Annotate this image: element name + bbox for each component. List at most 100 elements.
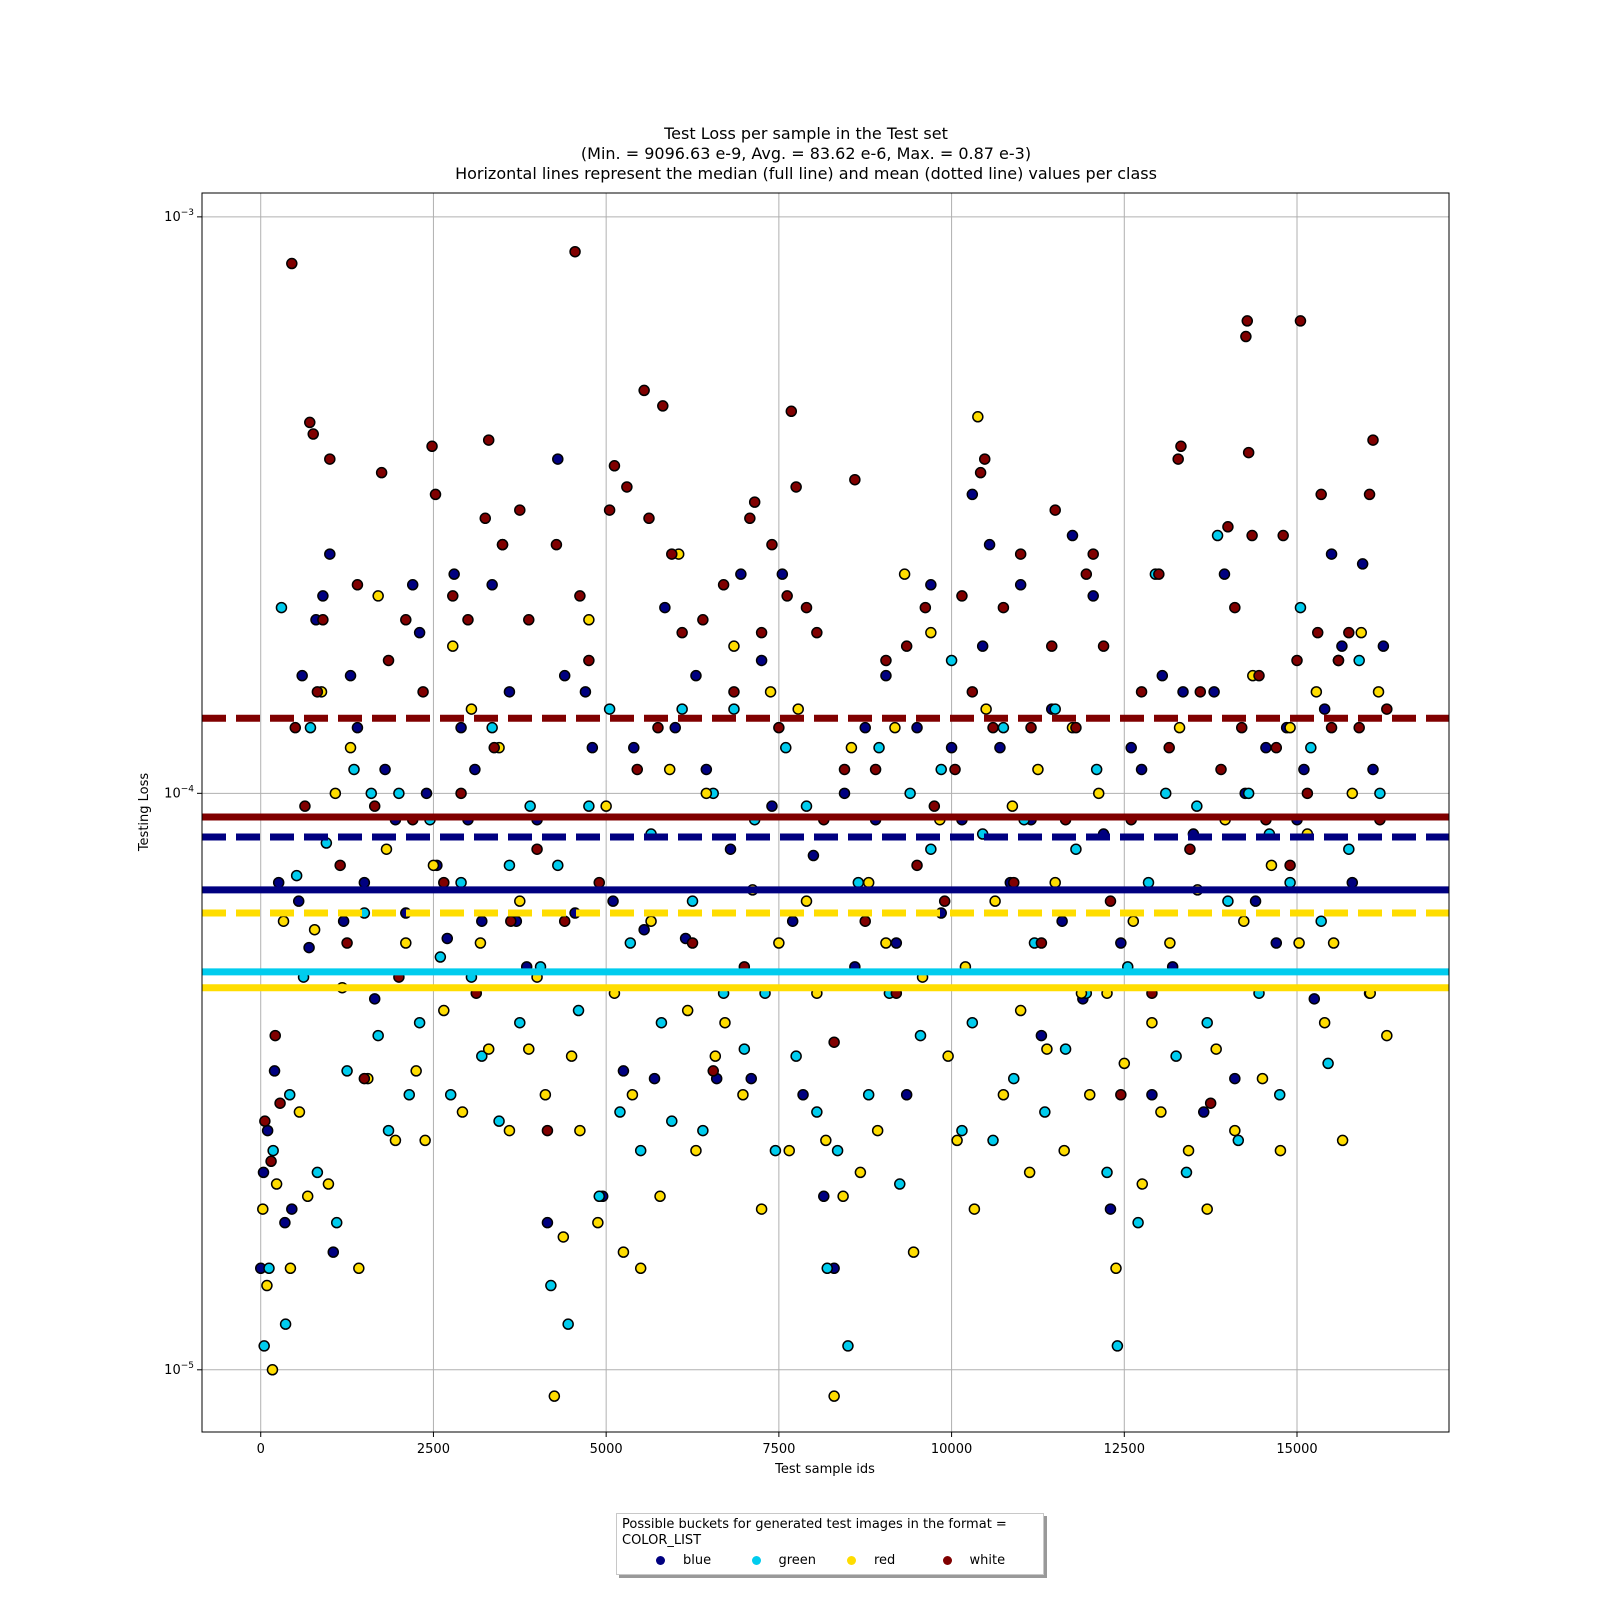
data-point-white <box>686 937 699 949</box>
data-point-white <box>304 416 316 429</box>
x-tick-label: 5000 <box>590 1442 623 1457</box>
data-point-red <box>261 1279 273 1292</box>
data-point-blue <box>1346 876 1359 889</box>
data-point-red <box>1032 763 1044 776</box>
data-point-green <box>552 859 564 872</box>
data-point-green <box>545 1279 557 1292</box>
data-point-green <box>444 1089 457 1101</box>
data-point-white <box>1246 529 1258 542</box>
data-point-white <box>1097 640 1110 652</box>
data-point-green <box>279 1318 292 1330</box>
data-point-blue <box>818 1190 830 1203</box>
data-point-green <box>1059 1043 1072 1055</box>
data-point-green <box>945 654 958 667</box>
data-point-white <box>488 741 500 754</box>
data-point-green <box>655 1016 668 1029</box>
data-point-white <box>426 440 438 453</box>
data-point-white <box>351 579 364 591</box>
data-point-white <box>1035 937 1048 949</box>
data-point-green <box>493 1115 505 1127</box>
data-point-white <box>869 763 882 776</box>
data-point-white <box>1135 686 1148 698</box>
data-point-green <box>382 1124 395 1137</box>
data-point-red <box>322 1178 335 1190</box>
data-point-green <box>393 787 405 800</box>
data-point-blue <box>324 548 336 560</box>
data-point-blue <box>838 787 851 800</box>
data-point-white <box>1235 721 1248 734</box>
data-point-white <box>978 453 991 465</box>
data-point-blue <box>755 654 768 667</box>
data-point-blue <box>358 876 371 889</box>
data-point-green <box>311 1166 324 1179</box>
data-point-green <box>925 843 937 855</box>
data-point-blue <box>1229 1072 1241 1085</box>
data-point-green <box>790 1050 802 1062</box>
data-point-red <box>1127 915 1140 927</box>
data-point-blue <box>700 763 713 776</box>
data-point-red <box>284 1262 297 1275</box>
legend-entry-blue: blue <box>656 1553 752 1568</box>
data-point-green <box>1232 1134 1245 1147</box>
y-tick-label: 10−3 <box>164 208 194 225</box>
data-point-white <box>358 1072 371 1085</box>
data-point-red <box>1210 1043 1222 1055</box>
data-point-green <box>1315 915 1327 927</box>
data-point-blue <box>268 1065 281 1077</box>
data-point-white <box>773 721 785 734</box>
data-point-red <box>1372 686 1385 698</box>
data-point-green <box>997 721 1010 734</box>
data-point-red <box>800 895 813 907</box>
data-point-white <box>558 915 571 927</box>
x-tick-label: 12500 <box>1104 1442 1145 1457</box>
legend-items: blue green red white <box>622 1553 1038 1568</box>
data-point-red <box>1238 915 1250 927</box>
data-point-green <box>572 1004 585 1017</box>
data-point-white <box>785 405 798 418</box>
data-point-green <box>1211 529 1224 542</box>
data-point-blue <box>766 800 778 812</box>
data-point-green <box>455 876 467 889</box>
data-point-white <box>368 800 381 812</box>
data-point-white <box>938 895 951 907</box>
data-point-white <box>928 800 941 812</box>
data-point-green <box>372 1029 384 1042</box>
data-point-white <box>1080 568 1093 580</box>
data-point-red <box>1293 937 1305 949</box>
data-point-blue <box>994 741 1006 754</box>
data-point-white <box>1172 453 1184 465</box>
data-point-blue <box>638 923 650 936</box>
data-point-white <box>482 434 495 446</box>
data-point-blue <box>413 626 426 639</box>
data-point-blue <box>279 1216 291 1229</box>
data-point-blue <box>351 721 364 734</box>
data-point-white <box>550 538 563 551</box>
data-point-white <box>438 876 450 889</box>
data-point-red <box>1164 937 1176 949</box>
data-point-green <box>1222 895 1234 907</box>
data-point-green <box>894 1178 906 1190</box>
data-point-blue <box>1249 895 1262 907</box>
data-point-blue <box>455 721 467 734</box>
data-point-white <box>657 400 669 412</box>
data-point-green <box>935 763 947 776</box>
data-point-white <box>652 721 664 734</box>
data-point-white <box>1301 787 1314 800</box>
data-point-green <box>476 1050 488 1062</box>
data-point-white <box>1008 876 1020 889</box>
data-point-red <box>645 915 657 927</box>
data-point-blue <box>296 669 308 682</box>
data-point-red <box>270 1178 283 1190</box>
data-point-green <box>1294 601 1307 614</box>
data-point-red <box>427 859 440 872</box>
data-point-blue <box>607 895 619 907</box>
data-point-green <box>1284 876 1296 889</box>
data-point-white <box>781 590 793 602</box>
data-point-red <box>308 923 321 936</box>
data-point-green <box>914 1029 927 1042</box>
data-point-blue <box>983 538 996 551</box>
data-point-white <box>1253 669 1265 682</box>
data-point-green <box>267 1144 279 1157</box>
data-point-white <box>496 538 509 551</box>
data-point-red <box>600 800 612 812</box>
